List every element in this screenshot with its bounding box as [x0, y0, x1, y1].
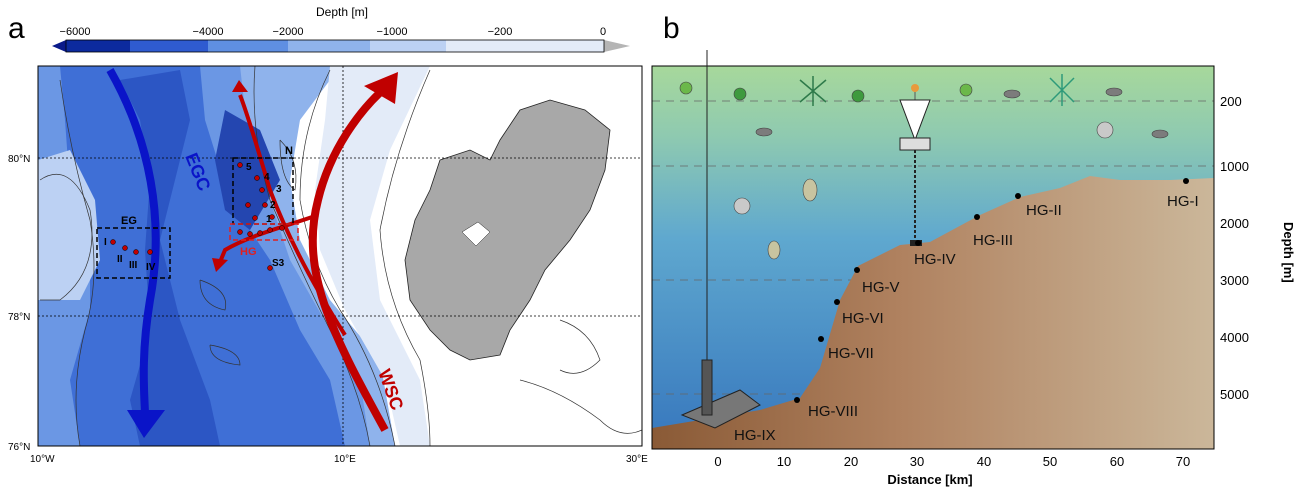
seafloor: [652, 176, 1214, 449]
wsc-arrow-north: [238, 94, 347, 337]
colorbar-tick: 0: [600, 26, 606, 38]
svalbard-land: [404, 99, 611, 361]
station-label: HG-III: [973, 232, 1013, 249]
lon-label: 30°E: [626, 454, 648, 465]
lat-label: 78°N: [8, 312, 30, 323]
colorbar-title: Depth [m]: [316, 5, 368, 19]
station-label: HG-VI: [842, 310, 884, 327]
y-tick: 1000: [1220, 159, 1249, 174]
x-tick: 70: [1176, 454, 1190, 469]
station-label: HG-IX: [734, 427, 776, 444]
plankton: [679, 74, 1169, 260]
bathymetry-map: EGC WSC N EG HG S3 5 4 3 2 1 I II III IV: [38, 66, 642, 446]
station-eg-label: I: [104, 237, 107, 248]
station-eg-label: III: [129, 260, 138, 271]
station-eg-label: II: [117, 254, 123, 265]
map-frame: [37, 65, 643, 447]
mooring: [899, 84, 931, 246]
y-tick: 2000: [1220, 216, 1249, 231]
station-s3-label: S3: [272, 258, 285, 269]
panel-a: a Depth [m] −6000 −4000 −2000 −1000 −200…: [8, 5, 648, 465]
y-tick: 3000: [1220, 273, 1249, 288]
station-n-label: 4: [264, 172, 270, 183]
colorbar-tick: −200: [488, 26, 513, 38]
y-tick: 5000: [1220, 387, 1249, 402]
box-n-label: N: [285, 145, 293, 157]
x-tick: 30: [910, 454, 924, 469]
panel-a-letter: a: [8, 12, 25, 45]
colorbar-tick: −2000: [273, 26, 304, 38]
x-tick: 10: [777, 454, 791, 469]
panel-b: b: [651, 12, 1295, 487]
lon-label: 10°W: [30, 454, 55, 465]
y-axis-label: Depth [m]: [1281, 222, 1295, 283]
box-hg-label: HG: [240, 246, 257, 258]
lon-label: 10°E: [334, 454, 356, 465]
station-label: HG-V: [862, 279, 900, 296]
panel-b-letter: b: [663, 12, 680, 45]
station-label: HG-VII: [828, 345, 874, 362]
lat-label: 76°N: [8, 442, 30, 453]
station-label: HG-I: [1167, 193, 1199, 210]
colorbar-tick: −4000: [193, 26, 224, 38]
y-tick: 200: [1220, 94, 1242, 109]
x-tick: 40: [977, 454, 991, 469]
wsc-arrow-west: [218, 213, 319, 263]
station-n-label: 1: [266, 214, 272, 225]
x-tick: 0: [714, 454, 721, 469]
colorbar-tick: −6000: [60, 26, 91, 38]
x-tick: 50: [1043, 454, 1057, 469]
station-label: HG-IV: [914, 251, 956, 268]
depth-colorbar: Depth [m] −6000 −4000 −2000 −1000 −200 0: [52, 5, 630, 53]
station-label: HG-II: [1026, 202, 1062, 219]
lander: [680, 50, 761, 429]
x-axis-label: Distance [km]: [887, 472, 972, 487]
station-n-label: 5: [246, 162, 252, 173]
lat-label: 80°N: [8, 154, 30, 165]
x-tick: 60: [1110, 454, 1124, 469]
box-eg: [96, 227, 171, 279]
box-eg-label: EG: [121, 215, 137, 227]
station-markers: [794, 178, 1189, 403]
wsc-arrow-main: [308, 84, 389, 432]
station-n-label: 3: [276, 184, 282, 195]
x-tick: 20: [844, 454, 858, 469]
y-tick: 4000: [1220, 330, 1249, 345]
box-hg: [229, 223, 299, 241]
colorbar-tick: −1000: [377, 26, 408, 38]
station-label: HG-VIII: [808, 403, 858, 420]
station-eg-label: IV: [146, 262, 156, 273]
station-n-label: 2: [270, 200, 276, 211]
